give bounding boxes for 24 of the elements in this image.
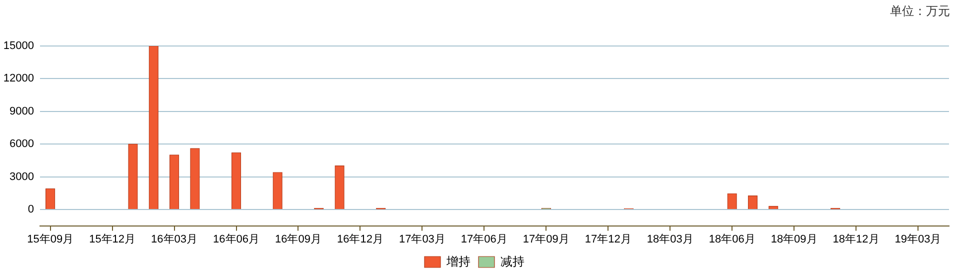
y-tick-label: 0 <box>28 203 34 216</box>
y-tick-label: 12000 <box>3 72 34 85</box>
x-tick-label: 17年09月 <box>522 233 570 246</box>
x-tick-label: 16年06月 <box>213 233 260 246</box>
x-tick-label: 16年12月 <box>336 233 384 246</box>
y-tick-label: 15000 <box>3 40 34 52</box>
x-tick-label: 15年12月 <box>89 233 136 246</box>
legend-label: 减持 <box>500 254 524 268</box>
y-tick-label: 6000 <box>10 138 34 150</box>
x-tick-label: 16年09月 <box>274 233 322 246</box>
legend-label: 增持 <box>446 254 470 268</box>
x-tick-label: 17年06月 <box>460 233 508 246</box>
text: 单位：万元 <box>890 4 950 18</box>
x-tick-label: 18年03月 <box>646 233 694 246</box>
y-tick-label: 9000 <box>10 105 34 118</box>
x-tick-label: 19年03月 <box>894 233 942 246</box>
x-tick-label: 18年12月 <box>832 233 880 246</box>
x-tick-label: 15年09月 <box>27 233 74 246</box>
x-tick-label: 17年12月 <box>584 233 632 246</box>
x-tick-label: 18年06月 <box>708 233 756 246</box>
x-tick-label: 17年03月 <box>398 233 446 246</box>
y-tick-label: 3000 <box>10 170 34 183</box>
x-tick-label: 16年03月 <box>151 233 198 246</box>
x-tick-label: 18年09月 <box>770 233 818 246</box>
